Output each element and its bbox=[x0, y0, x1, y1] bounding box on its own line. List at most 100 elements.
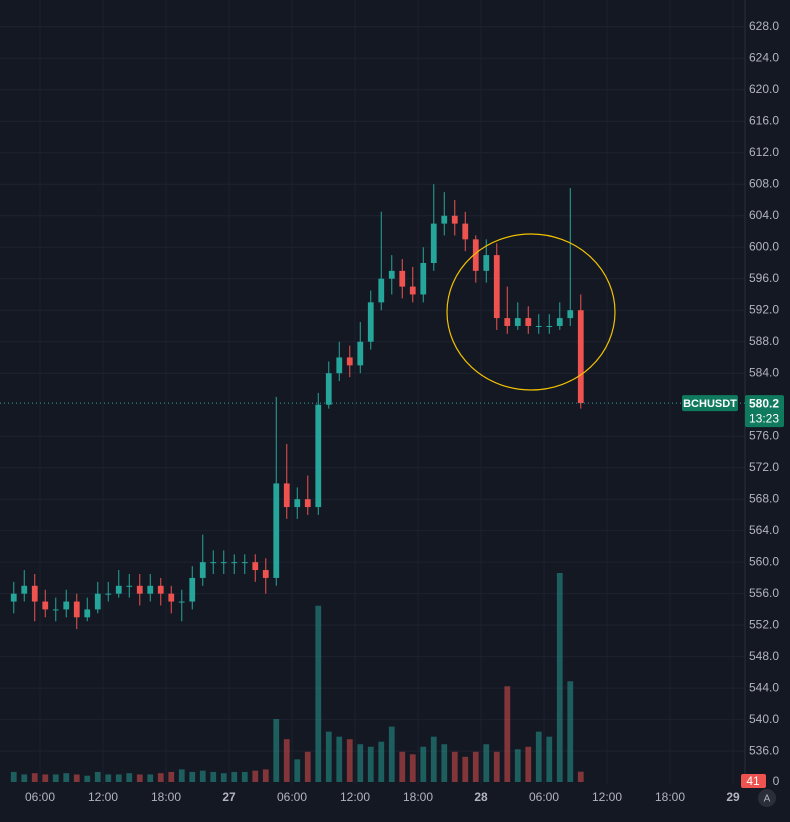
candle-body bbox=[157, 585, 164, 594]
highlight-ellipse bbox=[446, 233, 616, 391]
candle-body bbox=[178, 601, 185, 603]
volume-bar bbox=[52, 774, 59, 782]
volume-bar bbox=[189, 771, 196, 782]
volume-bar bbox=[451, 751, 458, 782]
volume-bar bbox=[378, 741, 385, 782]
x-tick-label: 18:00 bbox=[655, 790, 685, 804]
candle-body bbox=[525, 318, 532, 326]
volume-bar bbox=[388, 726, 395, 782]
candle-body bbox=[493, 255, 500, 319]
volume-bar bbox=[546, 736, 553, 782]
candle-body bbox=[241, 562, 248, 564]
candle-body bbox=[420, 262, 427, 295]
x-tick-label: 29 bbox=[726, 790, 740, 804]
x-tick-label: 06:00 bbox=[277, 790, 307, 804]
y-tick-label: 608.0 bbox=[749, 176, 779, 190]
volume-bar bbox=[283, 739, 290, 782]
candle-body bbox=[388, 270, 395, 279]
volume-bar bbox=[31, 773, 38, 782]
candle-body bbox=[10, 593, 17, 602]
candle-body bbox=[535, 325, 542, 327]
y-tick-label: 552.0 bbox=[749, 617, 779, 631]
candle-body bbox=[115, 585, 122, 594]
candle-body bbox=[52, 609, 59, 611]
auto-scale-label[interactable]: A bbox=[764, 794, 771, 805]
volume-last-label: 41 bbox=[746, 774, 760, 788]
volume-bar bbox=[315, 605, 322, 782]
candle-body bbox=[168, 593, 175, 602]
y-tick-label: 540.0 bbox=[749, 712, 779, 726]
candle-body bbox=[252, 562, 259, 571]
candle-body bbox=[567, 310, 574, 319]
volume-tag bbox=[741, 774, 766, 788]
volume-bar bbox=[493, 751, 500, 782]
volume-bar bbox=[367, 746, 374, 782]
candle-body bbox=[357, 341, 364, 366]
candle-body bbox=[409, 286, 416, 295]
x-tick-label: 27 bbox=[222, 790, 236, 804]
y-tick-label: 628.0 bbox=[749, 19, 779, 33]
x-tick-label: 06:00 bbox=[25, 790, 55, 804]
y-tick-label: 588.0 bbox=[749, 334, 779, 348]
volume-bar bbox=[514, 749, 521, 782]
volume-bar bbox=[483, 744, 490, 782]
volume-bar bbox=[136, 774, 143, 782]
volume-bar bbox=[147, 774, 154, 782]
volume-bar bbox=[262, 769, 269, 782]
volume-bar bbox=[357, 744, 364, 782]
axes: 536.0 540.0 544.0 548.0 552.0 556.0 560.0 564.0… bbox=[0, 19, 784, 804]
auto-scale-button[interactable] bbox=[758, 789, 776, 807]
candle-body bbox=[577, 310, 584, 404]
volume-pane bbox=[10, 573, 584, 782]
candle-body bbox=[514, 318, 521, 326]
y-tick-label: 572.0 bbox=[749, 460, 779, 474]
volume-bar bbox=[199, 770, 206, 782]
volume-bar bbox=[567, 681, 574, 782]
volume-bar bbox=[556, 573, 563, 782]
volume-tick-label: 0 bbox=[773, 774, 780, 788]
candle-body bbox=[126, 585, 133, 587]
y-tick-label: 600.0 bbox=[749, 239, 779, 253]
volume-bar bbox=[94, 771, 101, 782]
y-tick-label: 544.0 bbox=[749, 680, 779, 694]
candle-body bbox=[294, 499, 301, 508]
volume-bar bbox=[441, 744, 448, 782]
last-price-label: 580.2 bbox=[749, 396, 779, 410]
volume-bar bbox=[220, 773, 227, 782]
candle-body bbox=[483, 255, 490, 271]
volume-bar bbox=[430, 736, 437, 782]
volume-bar bbox=[210, 771, 217, 782]
volume-bar bbox=[535, 731, 542, 782]
volume-bar bbox=[126, 773, 133, 782]
volume-bar bbox=[252, 770, 259, 782]
volume-bar bbox=[420, 746, 427, 782]
candle-body bbox=[315, 404, 322, 508]
y-tick-label: 564.0 bbox=[749, 523, 779, 537]
candle-body bbox=[441, 215, 448, 224]
y-tick-label: 596.0 bbox=[749, 271, 779, 285]
candle-body bbox=[546, 325, 553, 327]
volume-bar bbox=[336, 736, 343, 782]
candle-body bbox=[21, 585, 28, 594]
candle-body bbox=[42, 601, 49, 610]
y-tick-label: 612.0 bbox=[749, 145, 779, 159]
candle-body bbox=[430, 223, 437, 263]
last-price-tag bbox=[745, 395, 784, 428]
x-tick-label: 12:00 bbox=[88, 790, 118, 804]
x-tick-label: 28 bbox=[474, 790, 488, 804]
volume-bar bbox=[73, 774, 80, 782]
x-tick-label: 12:00 bbox=[340, 790, 370, 804]
volume-bar bbox=[577, 771, 584, 782]
candle-body bbox=[325, 373, 332, 405]
y-tick-label: 576.0 bbox=[749, 428, 779, 442]
volume-bar bbox=[241, 771, 248, 782]
candle-body bbox=[346, 357, 353, 366]
candle-body bbox=[210, 562, 217, 564]
volume-bar bbox=[304, 751, 311, 782]
candle-body bbox=[472, 239, 479, 271]
volume-bar bbox=[42, 774, 49, 782]
y-tick-label: 560.0 bbox=[749, 554, 779, 568]
candle-body bbox=[105, 593, 112, 595]
volume-bar bbox=[63, 773, 70, 782]
